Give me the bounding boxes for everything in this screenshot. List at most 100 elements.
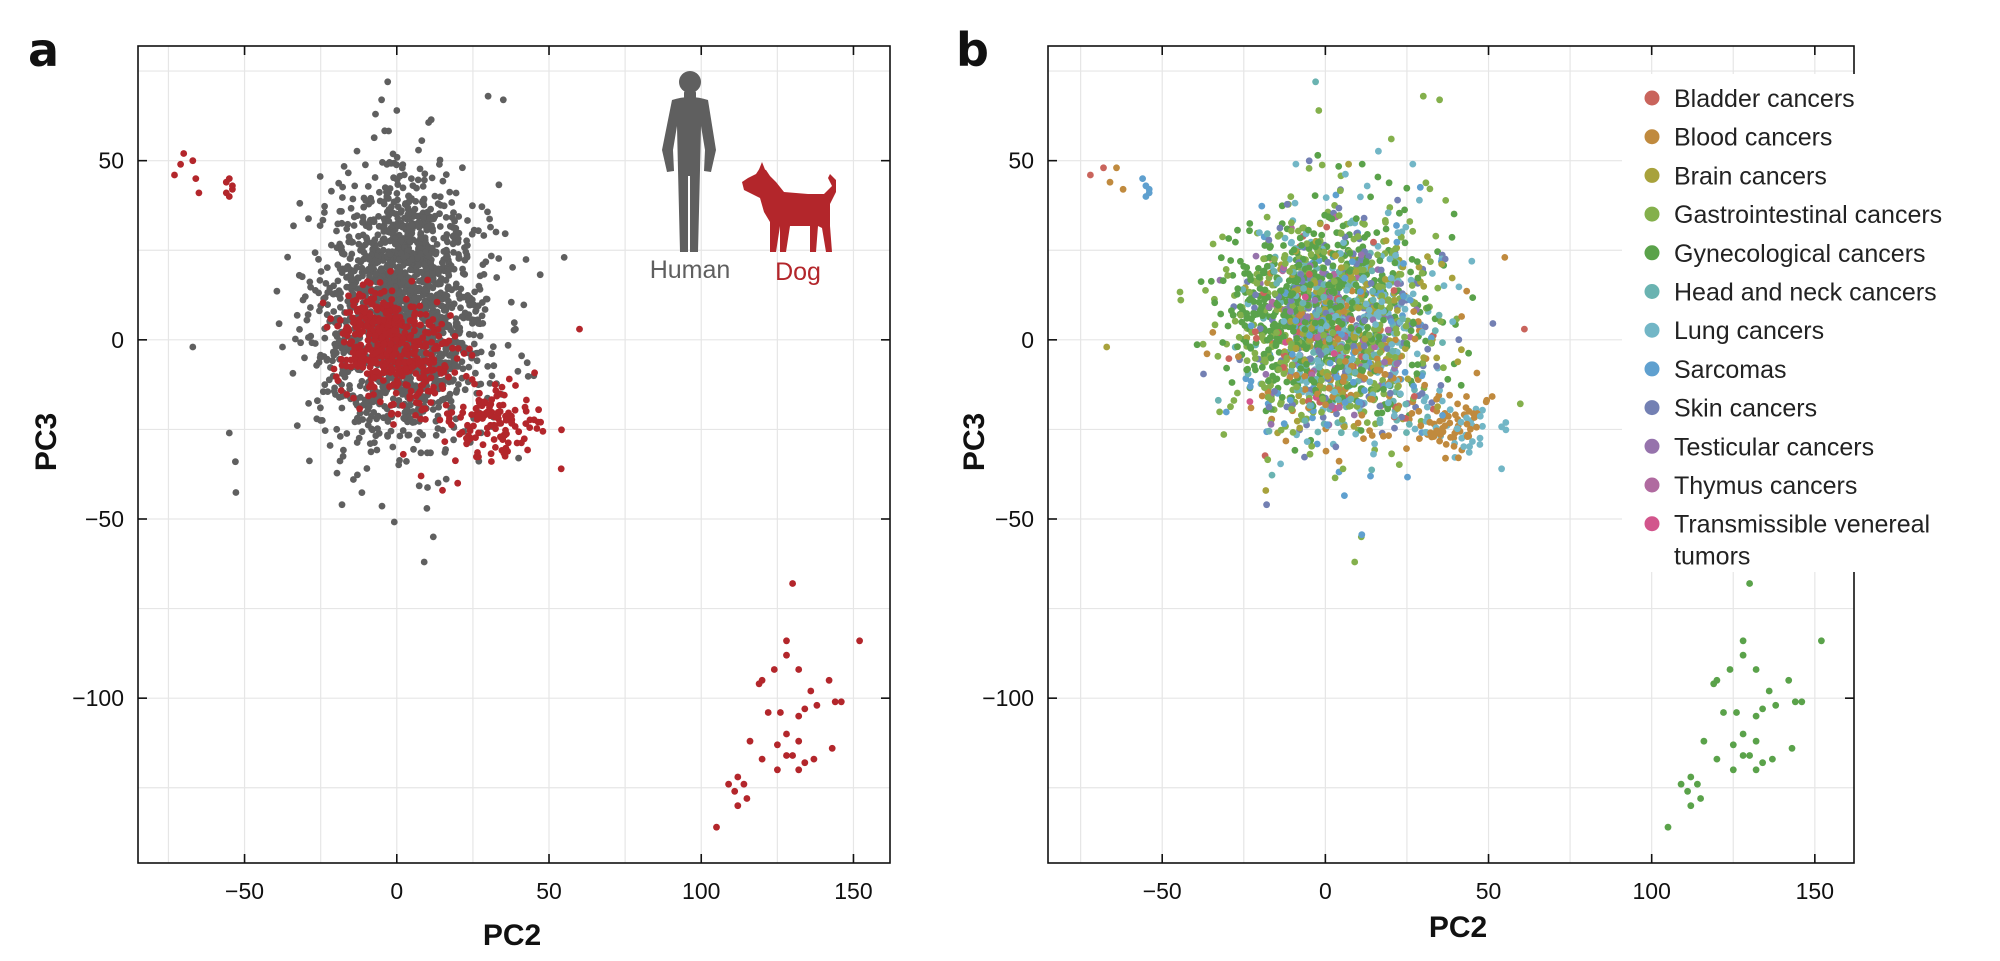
point-human: [189, 343, 197, 351]
point-gynecological-cancers: [1729, 766, 1737, 774]
point-gynecological-cancers: [1314, 238, 1322, 246]
point-human: [405, 192, 413, 200]
point-human: [425, 282, 433, 289]
point-human: [477, 348, 485, 356]
point-human: [367, 265, 374, 273]
point-gastrointestinal-cancers: [1377, 341, 1385, 349]
point-human: [451, 362, 459, 370]
point-gastrointestinal-cancers: [1261, 356, 1269, 364]
point-blood-cancers: [1469, 410, 1477, 417]
point-skin-cancers: [1489, 320, 1497, 327]
point-blood-cancers: [1385, 432, 1392, 439]
point-dog: [417, 310, 424, 318]
point-human: [520, 301, 528, 309]
point-human: [428, 174, 436, 182]
point-human: [425, 119, 432, 126]
point-blood-cancers: [1501, 254, 1509, 261]
point-lung-cancers: [1466, 443, 1473, 450]
point-gynecological-cancers: [1251, 311, 1258, 319]
point-dog: [498, 383, 506, 391]
point-blood-cancers: [1380, 432, 1387, 440]
point-blood-cancers: [1463, 420, 1471, 428]
point-lung-cancers: [1286, 256, 1293, 263]
point-head-and-neck-cancers: [1315, 363, 1323, 371]
point-head-and-neck-cancers: [1301, 417, 1309, 424]
point-dog: [492, 425, 499, 433]
point-sarcomas: [1387, 318, 1395, 325]
point-dog: [357, 293, 365, 300]
point-dog: [454, 345, 462, 352]
point-dog: [387, 401, 395, 409]
point-gynecological-cancers: [1335, 163, 1343, 170]
point-skin-cancers: [1386, 389, 1394, 397]
point-gastrointestinal-cancers: [1258, 332, 1266, 339]
point-gynecological-cancers: [1193, 341, 1201, 349]
point-blood-cancers: [1427, 429, 1434, 437]
point-dog: [764, 709, 772, 716]
legend-marker: [1644, 477, 1660, 493]
panel-a-frame: [137, 45, 891, 864]
x-tick-label: 50: [1476, 878, 1502, 904]
point-dog: [503, 430, 510, 438]
point-gynecological-cancers: [1219, 277, 1227, 285]
point-human: [473, 357, 481, 365]
point-human: [334, 277, 342, 285]
point-human: [360, 249, 368, 256]
point-dog: [558, 426, 565, 434]
point-gynecological-cancers: [1772, 701, 1780, 709]
point-human: [304, 311, 312, 319]
point-dog: [468, 351, 476, 359]
point-brain-cancers: [1296, 424, 1304, 432]
point-sarcomas: [1247, 322, 1255, 330]
point-human: [397, 237, 405, 245]
point-brain-cancers: [1353, 391, 1360, 399]
point-gastrointestinal-cancers: [1335, 212, 1343, 219]
point-human: [440, 234, 448, 242]
point-dog: [180, 150, 188, 157]
point-bladder-cancers: [1370, 238, 1377, 246]
point-human: [472, 369, 479, 377]
legend-label: Gastrointestinal cancers: [1674, 201, 1942, 229]
point-gynecological-cancers: [1352, 281, 1360, 289]
point-gynecological-cancers: [1355, 326, 1363, 334]
point-human: [366, 440, 374, 447]
point-dog: [380, 367, 388, 374]
point-human: [522, 256, 530, 263]
point-sarcomas: [1400, 260, 1407, 267]
point-gynecological-cancers: [1677, 780, 1685, 788]
point-lung-cancers: [1391, 412, 1398, 420]
point-human: [334, 291, 342, 298]
point-head-and-neck-cancers: [1431, 327, 1439, 335]
point-dog: [479, 441, 487, 449]
point-dog: [427, 399, 435, 406]
dog-label: Dog: [775, 258, 821, 286]
point-gynecological-cancers: [1219, 339, 1227, 346]
point-gynecological-cancers: [1422, 337, 1429, 345]
point-human: [349, 195, 357, 203]
point-lung-cancers: [1366, 378, 1374, 386]
point-human: [390, 518, 398, 526]
point-human: [339, 194, 346, 201]
point-gynecological-cancers: [1325, 313, 1333, 321]
point-lung-cancers: [1371, 440, 1378, 448]
point-gynecological-cancers: [1720, 709, 1727, 716]
point-sarcomas: [1393, 238, 1401, 246]
point-human: [405, 431, 413, 439]
point-human: [292, 335, 299, 343]
point-gynecological-cancers: [1241, 270, 1248, 277]
point-gynecological-cancers: [1818, 637, 1825, 645]
point-dog: [327, 315, 335, 323]
point-human: [455, 254, 463, 261]
point-dog: [417, 472, 425, 480]
point-human: [417, 449, 425, 457]
point-gastrointestinal-cancers: [1317, 376, 1325, 384]
panel-a-grid: [138, 46, 890, 863]
point-gastrointestinal-cancers: [1220, 431, 1228, 438]
point-human: [350, 213, 358, 221]
point-dog: [392, 389, 400, 397]
point-human: [399, 427, 407, 434]
point-dog: [789, 580, 796, 587]
point-human: [293, 422, 301, 429]
point-gynecological-cancers: [1421, 295, 1429, 302]
legend-item-bladder-cancers: Bladder cancers: [1644, 85, 1855, 113]
